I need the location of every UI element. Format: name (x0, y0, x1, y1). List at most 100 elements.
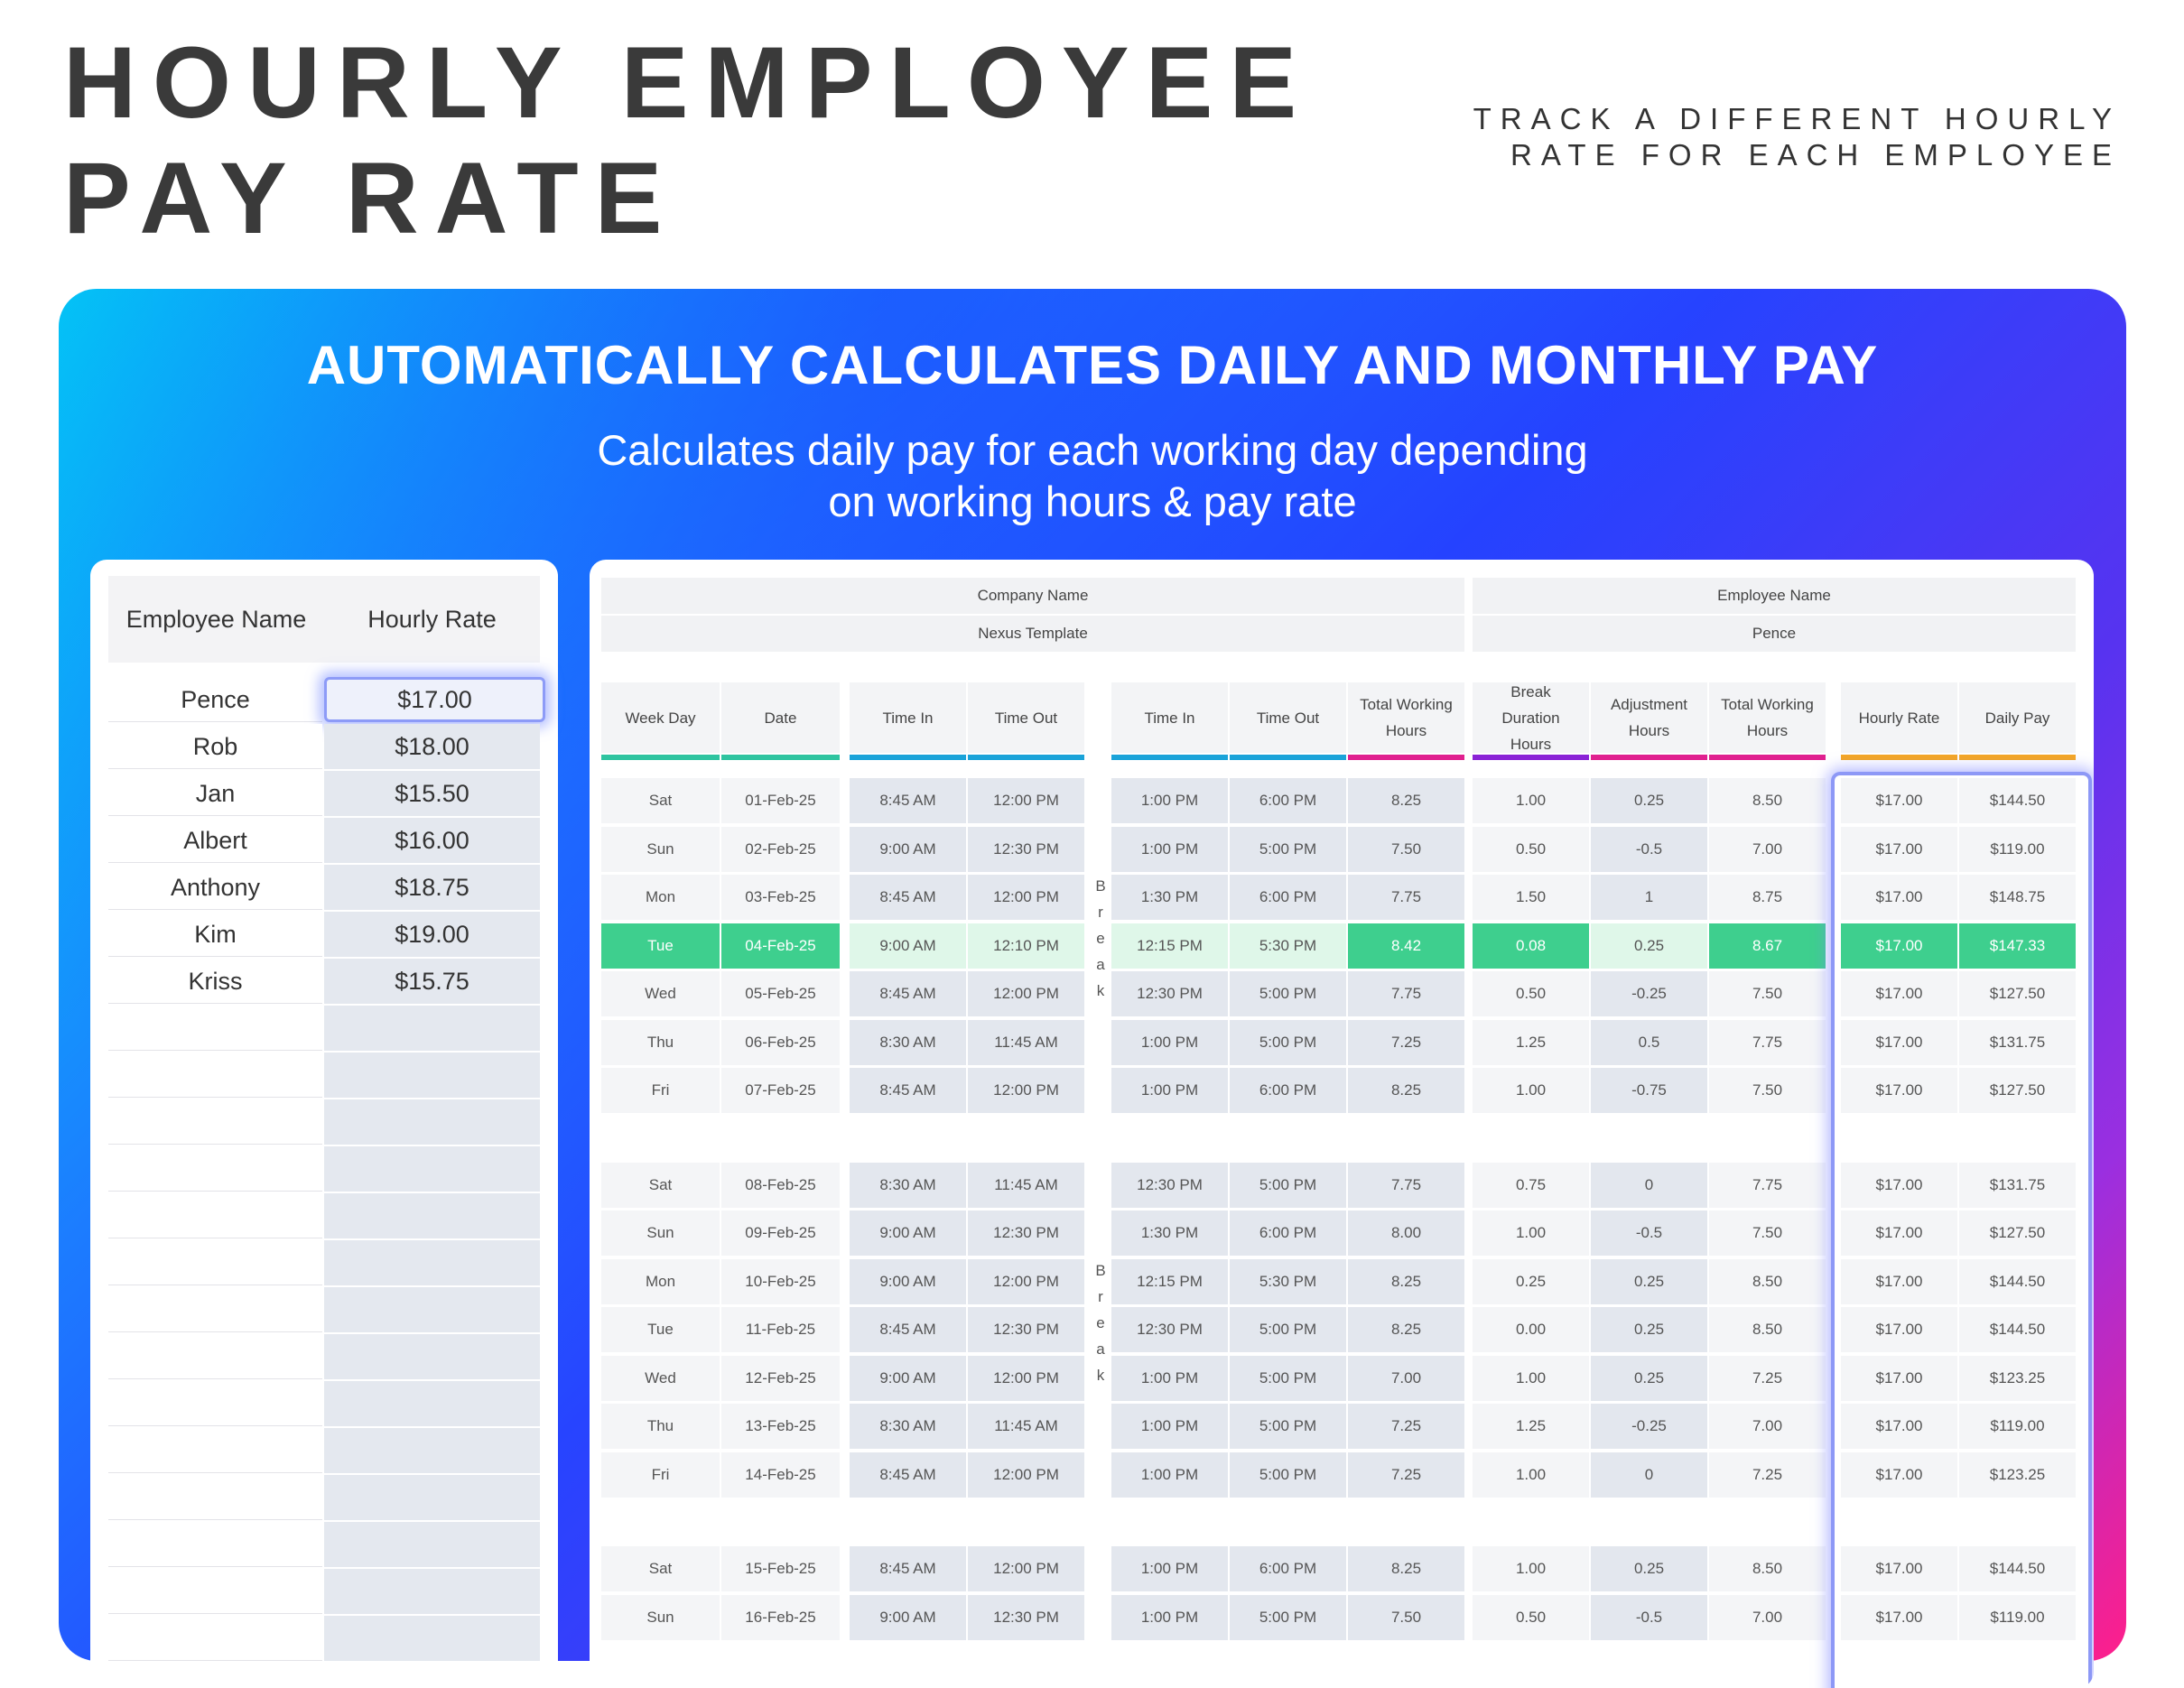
timesheet-cell[interactable]: 6:00 PM (1230, 1068, 1346, 1113)
timesheet-cell[interactable]: -0.5 (1591, 826, 1707, 872)
employee-name-cell[interactable] (108, 1287, 322, 1332)
employee-name-cell[interactable] (108, 1428, 322, 1473)
timesheet-cell[interactable]: 12:30 PM (968, 1307, 1084, 1352)
timesheet-cell[interactable]: 6:00 PM (1230, 1210, 1346, 1256)
timesheet-cell[interactable]: 8:45 AM (850, 1068, 966, 1113)
timesheet-cell[interactable]: 9:00 AM (850, 1210, 966, 1256)
employee-row[interactable]: Albert $16.00 (108, 818, 540, 863)
employee-name-cell[interactable] (108, 1475, 322, 1520)
timesheet-cell[interactable]: 8:45 AM (850, 875, 966, 920)
timesheet-cell[interactable]: 8:45 AM (850, 1546, 966, 1591)
employee-row[interactable]: Anthony $18.75 (108, 865, 540, 910)
timesheet-cell[interactable]: 5:00 PM (1230, 1162, 1346, 1208)
employee-name-cell[interactable]: Anthony (108, 865, 322, 910)
timesheet-cell[interactable]: 12:00 PM (968, 778, 1084, 823)
timesheet-cell[interactable]: 0 (1591, 1451, 1707, 1498)
timesheet-cell[interactable]: 5:30 PM (1230, 1258, 1346, 1304)
hourly-rate-cell[interactable] (324, 1428, 540, 1473)
employee-row[interactable]: Kriss $15.75 (108, 959, 540, 1004)
timesheet-cell[interactable]: 1:00 PM (1111, 1594, 1228, 1640)
timesheet-cell[interactable]: 5:00 PM (1230, 1451, 1346, 1498)
timesheet-cell[interactable]: 5:00 PM (1230, 1594, 1346, 1640)
timesheet-cell[interactable]: 1:00 PM (1111, 778, 1228, 823)
company-name-value[interactable]: Nexus Template (601, 616, 1464, 652)
empty-employee-row[interactable] (108, 1193, 540, 1238)
empty-employee-row[interactable] (108, 1616, 540, 1661)
timesheet-cell[interactable]: 11:45 AM (968, 1019, 1084, 1065)
employee-name-cell[interactable] (108, 1616, 322, 1661)
timesheet-cell[interactable]: 6:00 PM (1230, 1546, 1346, 1591)
hourly-rate-cell[interactable] (324, 1381, 540, 1426)
timesheet-cell[interactable]: 8:30 AM (850, 1404, 966, 1449)
hourly-rate-cell[interactable] (324, 1616, 540, 1661)
timesheet-cell[interactable]: 8:45 AM (850, 971, 966, 1016)
timesheet-cell[interactable]: 1:00 PM (1111, 826, 1228, 872)
empty-employee-row[interactable] (108, 1522, 540, 1567)
employee-name-cell[interactable]: Kriss (108, 959, 322, 1004)
timesheet-cell[interactable]: 12:00 PM (968, 1355, 1084, 1401)
empty-employee-row[interactable] (108, 1334, 540, 1379)
employee-name-cell[interactable] (108, 1522, 322, 1567)
empty-employee-row[interactable] (108, 1006, 540, 1051)
timesheet-cell[interactable]: 12:30 PM (968, 1210, 1084, 1256)
timesheet-cell[interactable]: 12:00 PM (968, 971, 1084, 1016)
timesheet-cell[interactable]: 1:00 PM (1111, 1546, 1228, 1591)
timesheet-cell[interactable]: 8:45 AM (850, 778, 966, 823)
employee-row[interactable]: Jan $15.50 (108, 771, 540, 816)
hourly-rate-cell[interactable] (324, 1053, 540, 1098)
timesheet-cell[interactable]: 0.25 (1591, 1258, 1707, 1304)
timesheet-cell[interactable]: 12:00 PM (968, 1068, 1084, 1113)
employee-name-cell[interactable]: Pence (108, 677, 322, 722)
hourly-rate-cell[interactable]: $19.00 (324, 912, 540, 957)
timesheet-cell[interactable]: 9:00 AM (850, 1594, 966, 1640)
employee-name-value[interactable]: Pence (1473, 616, 2076, 652)
employee-name-cell[interactable] (108, 1053, 322, 1098)
empty-employee-row[interactable] (108, 1428, 540, 1473)
timesheet-cell[interactable]: 8:30 AM (850, 1019, 966, 1065)
empty-employee-row[interactable] (108, 1475, 540, 1520)
employee-row[interactable]: Kim $19.00 (108, 912, 540, 957)
employee-name-cell[interactable] (108, 1569, 322, 1614)
employee-name-cell[interactable] (108, 1006, 322, 1051)
employee-name-cell[interactable]: Jan (108, 771, 322, 816)
hourly-rate-cell[interactable] (324, 1522, 540, 1567)
timesheet-cell[interactable]: 0.5 (1591, 1019, 1707, 1065)
hourly-rate-cell[interactable]: $18.75 (324, 865, 540, 910)
timesheet-cell[interactable]: 1:00 PM (1111, 1355, 1228, 1401)
timesheet-cell[interactable]: 5:00 PM (1230, 1019, 1346, 1065)
timesheet-cell[interactable]: 9:00 AM (850, 1355, 966, 1401)
timesheet-cell[interactable]: 5:30 PM (1230, 923, 1346, 969)
timesheet-cell[interactable]: 1:00 PM (1111, 1404, 1228, 1449)
timesheet-cell[interactable]: 12:30 PM (968, 1594, 1084, 1640)
timesheet-cell[interactable]: 5:00 PM (1230, 826, 1346, 872)
timesheet-cell[interactable]: 0 (1591, 1162, 1707, 1208)
timesheet-cell[interactable]: -0.25 (1591, 971, 1707, 1016)
timesheet-cell[interactable]: 12:00 PM (968, 875, 1084, 920)
empty-employee-row[interactable] (108, 1099, 540, 1145)
hourly-rate-cell[interactable] (324, 1146, 540, 1192)
hourly-rate-cell[interactable]: $15.75 (324, 959, 540, 1004)
timesheet-cell[interactable]: -0.5 (1591, 1594, 1707, 1640)
timesheet-cell[interactable]: 0.25 (1591, 1546, 1707, 1591)
timesheet-cell[interactable]: 11:45 AM (968, 1404, 1084, 1449)
hourly-rate-cell[interactable] (324, 1193, 540, 1238)
timesheet-cell[interactable]: 5:00 PM (1230, 1355, 1346, 1401)
hourly-rate-cell[interactable]: $18.00 (324, 724, 540, 769)
timesheet-cell[interactable]: 12:15 PM (1111, 923, 1228, 969)
timesheet-cell[interactable]: 12:30 PM (1111, 971, 1228, 1016)
timesheet-cell[interactable]: 8:45 AM (850, 1307, 966, 1352)
timesheet-cell[interactable]: 9:00 AM (850, 826, 966, 872)
timesheet-cell[interactable]: 12:00 PM (968, 1451, 1084, 1498)
employee-name-cell[interactable] (108, 1099, 322, 1145)
timesheet-cell[interactable]: 1:00 PM (1111, 1068, 1228, 1113)
timesheet-cell[interactable]: 0.25 (1591, 1307, 1707, 1352)
timesheet-cell[interactable]: 6:00 PM (1230, 875, 1346, 920)
hourly-rate-cell[interactable] (324, 1099, 540, 1145)
timesheet-cell[interactable]: 5:00 PM (1230, 971, 1346, 1016)
timesheet-cell[interactable]: 9:00 AM (850, 923, 966, 969)
employee-name-cell[interactable] (108, 1381, 322, 1426)
employee-name-cell[interactable] (108, 1240, 322, 1285)
hourly-rate-cell[interactable] (324, 1287, 540, 1332)
timesheet-cell[interactable]: 5:00 PM (1230, 1404, 1346, 1449)
timesheet-cell[interactable]: 8:45 AM (850, 1451, 966, 1498)
